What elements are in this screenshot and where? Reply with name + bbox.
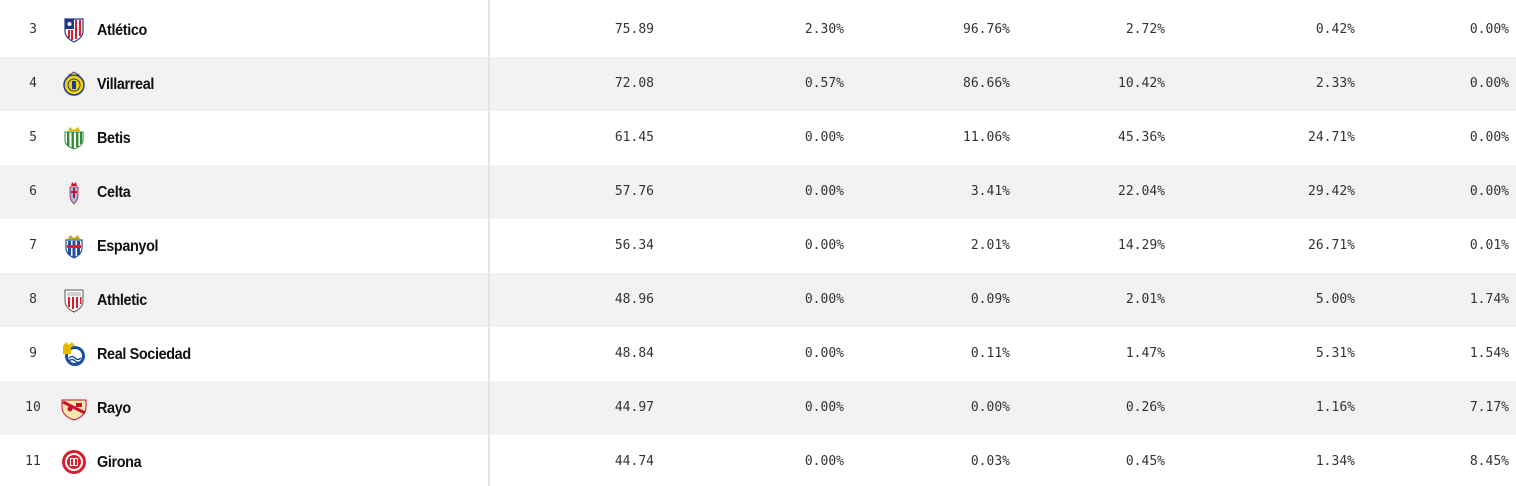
rating-value: 48.84: [614, 346, 654, 361]
celta-crest-icon: [60, 178, 88, 206]
team-name[interactable]: Real Sociedad: [97, 346, 191, 363]
probability-value: 7.17%: [1469, 400, 1509, 415]
rank-number: 9: [29, 346, 37, 361]
rating-value: 48.96: [614, 292, 654, 307]
probability-value: 0.00%: [804, 130, 844, 145]
rank-number: 3: [29, 22, 37, 37]
team-name[interactable]: Espanyol: [97, 238, 159, 255]
probability-value: 45.36%: [1118, 130, 1165, 145]
rating-value: 44.74: [614, 454, 654, 469]
table-row[interactable]: 5 Betis 61.45 0.00% 11.06% 45.36% 24.71%…: [0, 111, 1516, 165]
table-row[interactable]: 10 Rayo 44.97 0.00% 0.00% 0.26% 1.16% 7.…: [0, 381, 1516, 435]
probability-value: 2.30%: [804, 22, 844, 37]
probability-value: 0.00%: [970, 400, 1010, 415]
probability-value: 0.57%: [804, 76, 844, 91]
rating-value: 44.97: [614, 400, 654, 415]
rank-number: 11: [25, 454, 41, 469]
probability-value: 5.00%: [1315, 292, 1355, 307]
rating-value: 61.45: [614, 130, 654, 145]
probability-value: 0.09%: [970, 292, 1010, 307]
team-name[interactable]: Rayo: [97, 400, 131, 417]
athletic-crest-icon: [60, 286, 88, 314]
probability-value: 8.45%: [1469, 454, 1509, 469]
probability-value: 1.34%: [1315, 454, 1355, 469]
table-row[interactable]: 8 Athletic 48.96 0.00% 0.09% 2.01% 5.00%…: [0, 273, 1516, 327]
probability-value: 3.41%: [970, 184, 1010, 199]
probability-value: 0.03%: [970, 454, 1010, 469]
espanyol-crest-icon: [60, 232, 88, 260]
probability-value: 96.76%: [963, 22, 1010, 37]
standings-table: 3 Atlético 75.89 2.30% 96.76% 2.72% 0.42…: [0, 3, 1516, 486]
table-row[interactable]: 11 Girona 44.74 0.00% 0.03% 0.45% 1.34% …: [0, 435, 1516, 486]
atletico-crest-icon: [60, 16, 88, 44]
probability-value: 0.26%: [1125, 400, 1165, 415]
table-row[interactable]: 6 Celta 57.76 0.00% 3.41% 22.04% 29.42% …: [0, 165, 1516, 219]
team-name[interactable]: Girona: [97, 454, 142, 471]
team-name[interactable]: Betis: [97, 130, 131, 147]
probability-value: 0.42%: [1315, 22, 1355, 37]
team-name[interactable]: Atlético: [97, 22, 147, 39]
rank-number: 4: [29, 76, 37, 91]
probability-value: 26.71%: [1308, 238, 1355, 253]
rating-value: 72.08: [614, 76, 654, 91]
rating-value: 75.89: [614, 22, 654, 37]
probability-value: 0.00%: [804, 400, 844, 415]
probability-value: 2.01%: [970, 238, 1010, 253]
probability-value: 0.11%: [970, 346, 1010, 361]
girona-crest-icon: [60, 448, 88, 476]
table-row[interactable]: 3 Atlético 75.89 2.30% 96.76% 2.72% 0.42…: [0, 3, 1516, 57]
probability-value: 1.47%: [1125, 346, 1165, 361]
probability-value: 24.71%: [1308, 130, 1355, 145]
probability-value: 29.42%: [1308, 184, 1355, 199]
real-sociedad-crest-icon: [60, 340, 88, 368]
rating-value: 56.34: [614, 238, 654, 253]
team-name[interactable]: Villarreal: [97, 76, 154, 93]
probability-value: 14.29%: [1118, 238, 1165, 253]
rank-number: 7: [29, 238, 37, 253]
rank-number: 8: [29, 292, 37, 307]
probability-value: 5.31%: [1315, 346, 1355, 361]
rank-number: 10: [25, 400, 41, 415]
column-divider: [488, 0, 490, 486]
table-row[interactable]: 9 Real Sociedad 48.84 0.00% 0.11% 1.47% …: [0, 327, 1516, 381]
probability-value: 1.74%: [1469, 292, 1509, 307]
probability-value: 0.00%: [1469, 76, 1509, 91]
betis-crest-icon: [60, 124, 88, 152]
probability-value: 0.00%: [1469, 130, 1509, 145]
probability-value: 22.04%: [1118, 184, 1165, 199]
table-row[interactable]: 7 Espanyol 56.34 0.00% 2.01% 14.29% 26.7…: [0, 219, 1516, 273]
probability-value: 2.72%: [1125, 22, 1165, 37]
probability-value: 11.06%: [963, 130, 1010, 145]
rank-number: 5: [29, 130, 37, 145]
probability-value: 0.00%: [804, 238, 844, 253]
probability-value: 1.16%: [1315, 400, 1355, 415]
probability-value: 0.00%: [1469, 22, 1509, 37]
villarreal-crest-icon: [60, 70, 88, 98]
rating-value: 57.76: [614, 184, 654, 199]
probability-value: 1.54%: [1469, 346, 1509, 361]
probability-value: 2.33%: [1315, 76, 1355, 91]
probability-value: 2.01%: [1125, 292, 1165, 307]
probability-value: 0.00%: [804, 346, 844, 361]
probability-value: 0.45%: [1125, 454, 1165, 469]
team-name[interactable]: Celta: [97, 184, 131, 201]
table-row[interactable]: 4 Villarreal 72.08 0.57% 86.66% 10.42% 2…: [0, 57, 1516, 111]
team-name[interactable]: Athletic: [97, 292, 147, 309]
probability-value: 10.42%: [1118, 76, 1165, 91]
probability-value: 86.66%: [963, 76, 1010, 91]
probability-value: 0.00%: [804, 292, 844, 307]
probability-value: 0.00%: [804, 184, 844, 199]
probability-value: 0.01%: [1469, 238, 1509, 253]
rank-number: 6: [29, 184, 37, 199]
rayo-crest-icon: [60, 394, 88, 422]
probability-value: 0.00%: [1469, 184, 1509, 199]
probability-value: 0.00%: [804, 454, 844, 469]
